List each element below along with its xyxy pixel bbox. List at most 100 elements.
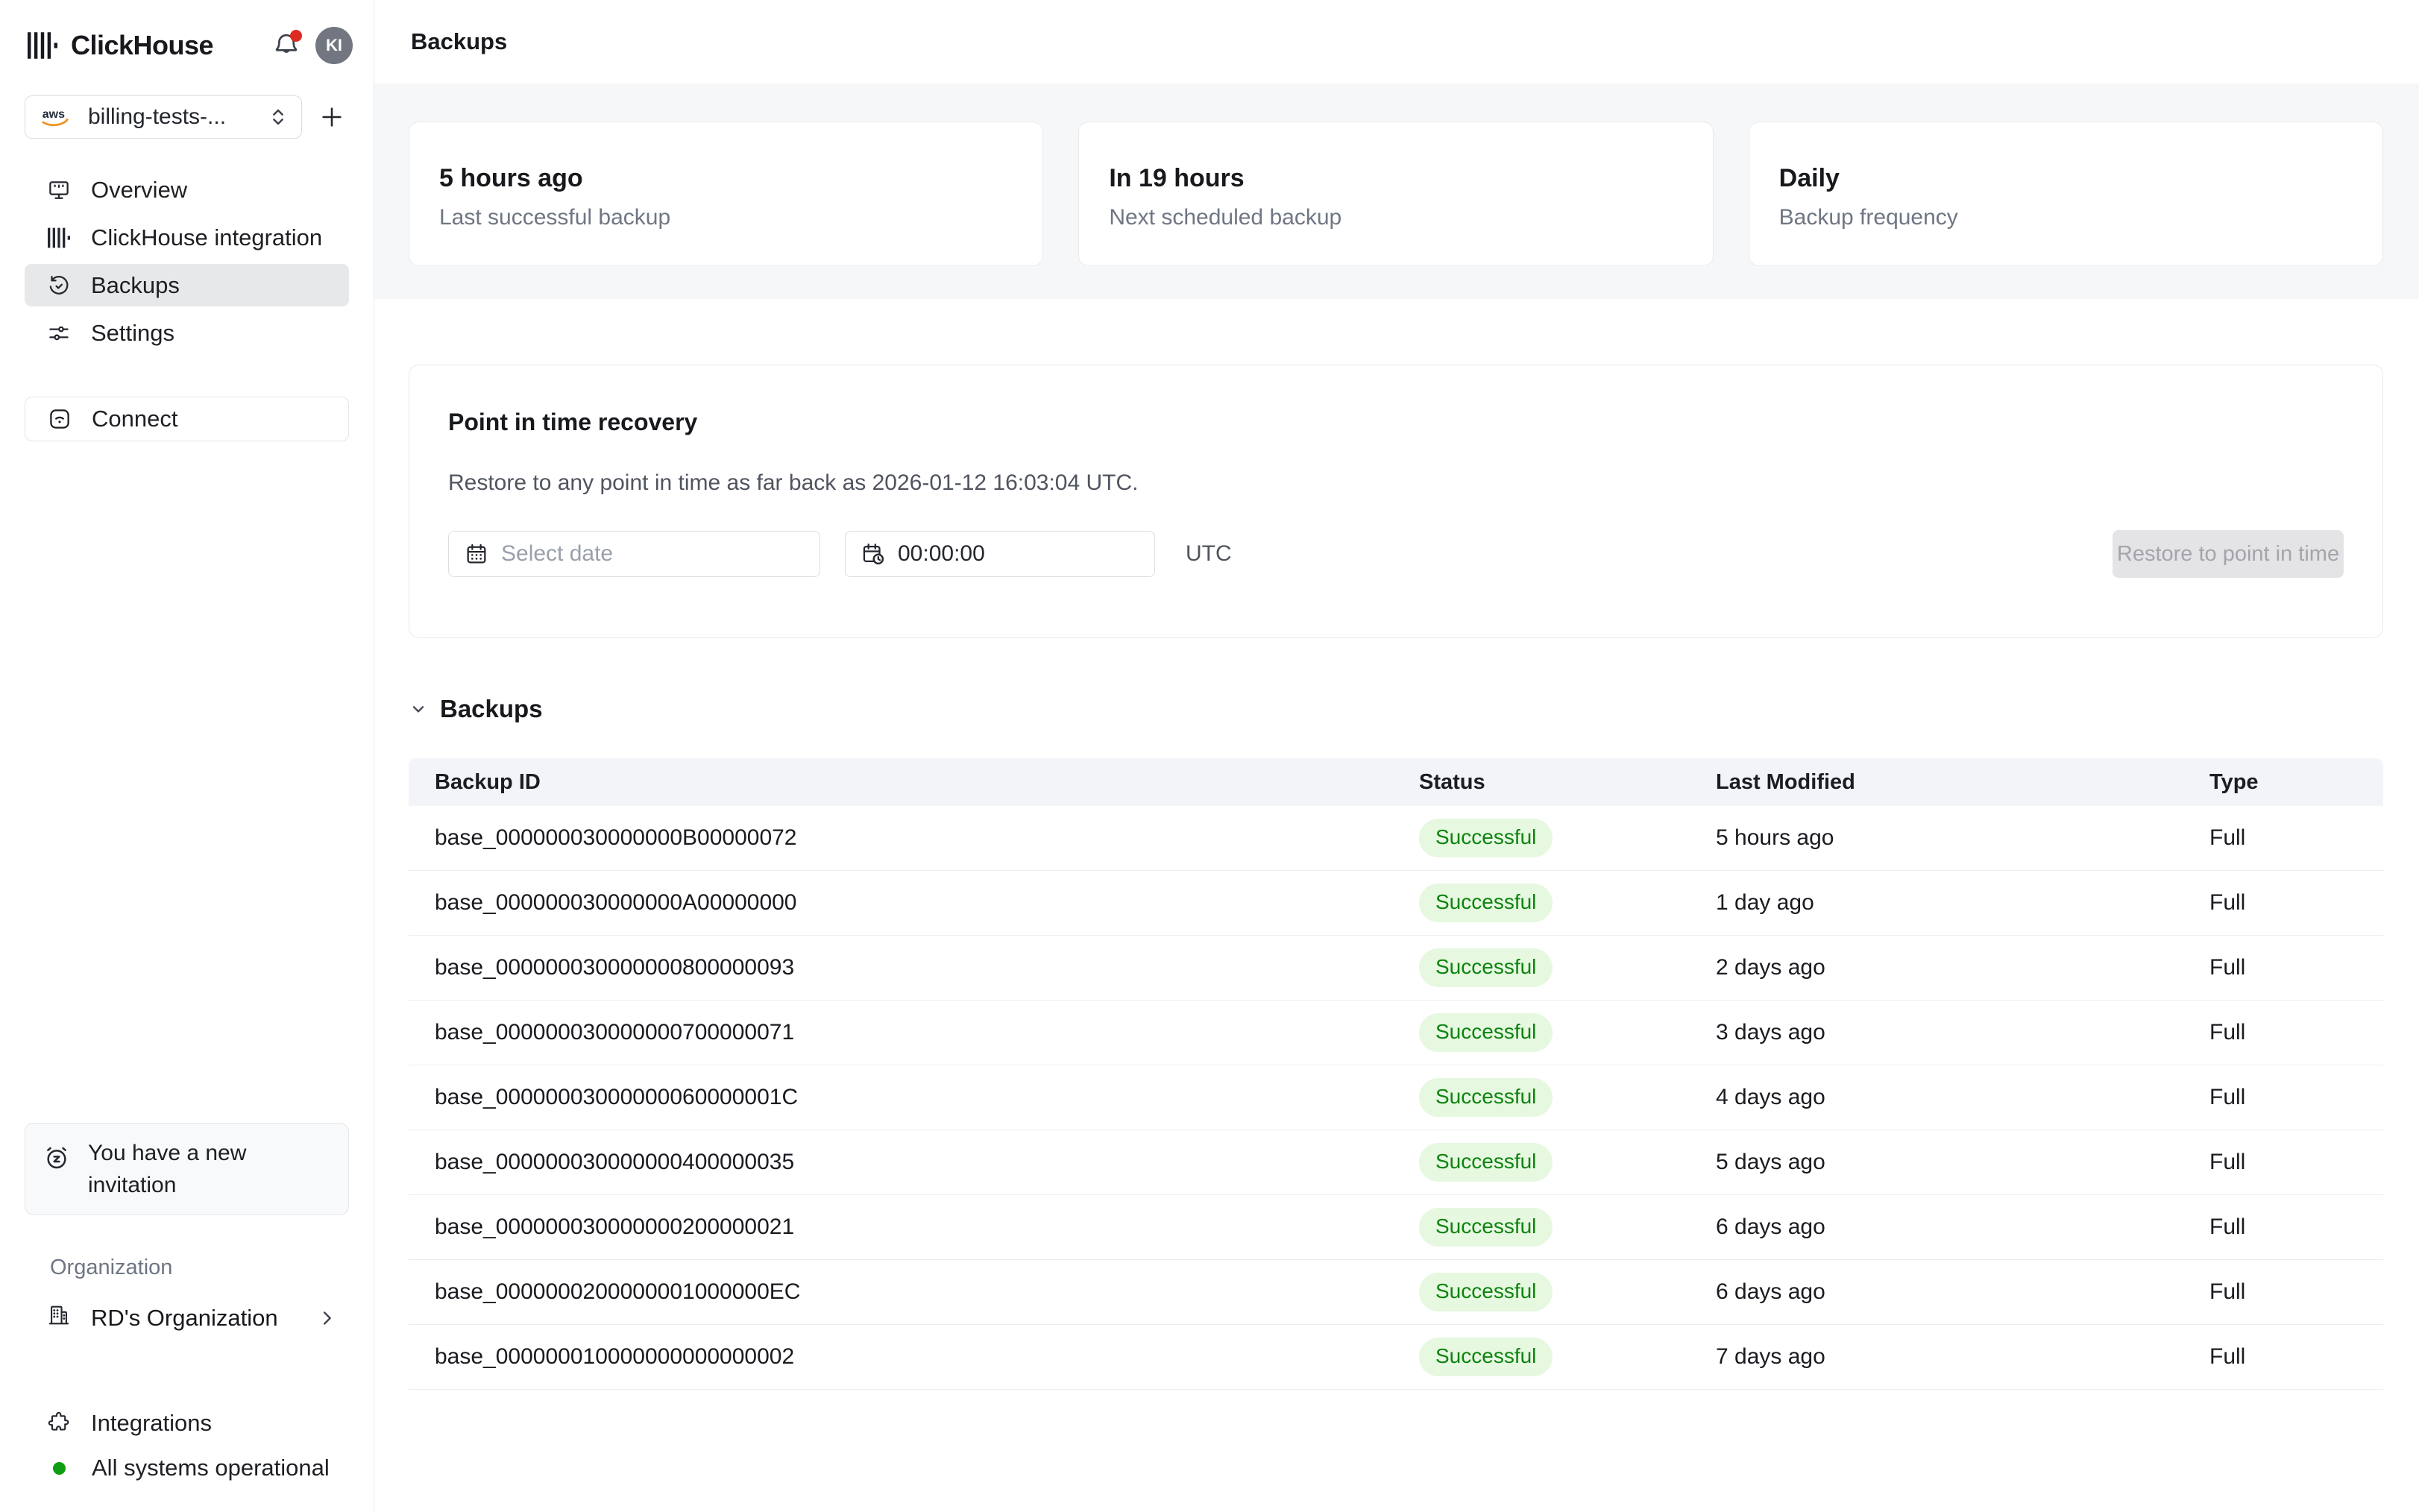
table-row[interactable]: base_000000030000000A00000000 Successful…	[409, 871, 2383, 936]
backup-id-cell: base_00000003000000060000001C	[435, 1085, 799, 1109]
status-badge: Successful	[1419, 948, 1553, 987]
add-service-button[interactable]	[312, 98, 351, 136]
table-row[interactable]: base_000000030000000700000071 Successful…	[409, 1001, 2383, 1065]
svg-text:aws: aws	[43, 108, 65, 121]
backups-table: Backup ID Status Last Modified Type base…	[409, 758, 2383, 1390]
status-badge: Successful	[1419, 1013, 1553, 1052]
column-header-type: Type	[2209, 769, 2259, 794]
backup-id-cell: base_000000030000000A00000000	[435, 890, 797, 915]
backup-id-cell: base_000000030000000B00000072	[435, 825, 797, 850]
sidebar-item-settings[interactable]: Settings	[25, 312, 349, 354]
backups-section-title: Backups	[440, 695, 543, 722]
sidebar-item-label: Overview	[91, 176, 188, 203]
calendar-clock-icon	[863, 544, 884, 565]
card-subtitle: Backup frequency	[1778, 205, 1958, 230]
pitr-title: Point in time recovery	[448, 409, 698, 435]
type-cell: Full	[2209, 1150, 2246, 1174]
date-input[interactable]	[501, 541, 805, 567]
pitr-description: Restore to any point in time as far back…	[448, 470, 1139, 495]
brand-row: ClickHouse KI	[0, 0, 374, 64]
sidebar-item-label: ClickHouse integration	[91, 224, 323, 251]
status-badge: Successful	[1419, 1208, 1553, 1247]
sidebar-item-clickhouse-integration[interactable]: ClickHouse integration	[25, 216, 349, 259]
brand-name: ClickHouse	[71, 30, 214, 60]
invitation-text: You have a new invitation	[88, 1141, 247, 1197]
sidebar-item-label: Settings	[91, 319, 175, 346]
table-row[interactable]: base_0000000200000001000000EC Successful…	[409, 1260, 2383, 1325]
column-header-last-modified: Last Modified	[1716, 769, 1855, 794]
card-subtitle: Last successful backup	[439, 205, 671, 230]
status-badge: Successful	[1419, 1143, 1553, 1182]
connect-icon	[50, 409, 69, 429]
column-header-backup-id: Backup ID	[435, 769, 541, 794]
avatar[interactable]: KI	[315, 27, 353, 64]
sidebar-item-backups[interactable]: Backups	[25, 264, 349, 306]
table-row[interactable]: base_000000010000000000000002 Successful…	[409, 1325, 2383, 1390]
notifications-button[interactable]	[269, 28, 303, 63]
last-modified-cell: 7 days ago	[1716, 1344, 1825, 1369]
connect-button[interactable]: Connect	[25, 397, 349, 441]
service-selector[interactable]: aws billing-tests-...	[25, 95, 302, 139]
type-cell: Full	[2209, 825, 2246, 850]
organization-switcher[interactable]: RD's Organization	[25, 1297, 349, 1339]
table-header-row: Backup ID Status Last Modified Type	[409, 758, 2383, 806]
main-content: Backups 5 hours ago Last successful back…	[374, 0, 2419, 1512]
type-cell: Full	[2209, 1215, 2246, 1239]
status-badge: Successful	[1419, 1078, 1553, 1117]
plus-icon	[322, 107, 342, 127]
sidebar-nav: Overview ClickHouse integration Backups …	[25, 168, 349, 359]
card-subtitle: Next scheduled backup	[1109, 205, 1342, 230]
last-modified-cell: 1 day ago	[1716, 890, 1814, 915]
chevron-down-icon[interactable]	[409, 699, 428, 719]
aws-logo-icon: aws	[42, 108, 69, 127]
building-icon	[46, 1302, 72, 1334]
organization-name: RD's Organization	[91, 1304, 278, 1331]
card-title: In 19 hours	[1109, 164, 1245, 192]
card-last-successful-backup: 5 hours ago Last successful backup	[409, 122, 1044, 266]
backup-id-cell: base_000000030000000400000035	[435, 1150, 795, 1174]
type-cell: Full	[2209, 1020, 2246, 1045]
column-header-status: Status	[1419, 769, 1485, 794]
table-row[interactable]: base_000000030000000B00000072 Successful…	[409, 806, 2383, 871]
status-badge: Successful	[1419, 819, 1553, 857]
clickhouse-bars-icon	[46, 225, 72, 251]
chevron-right-icon	[323, 1311, 331, 1325]
clickhouse-logo-icon	[28, 32, 57, 59]
last-modified-cell: 6 days ago	[1716, 1279, 1825, 1304]
table-row[interactable]: base_000000030000000800000093 Successful…	[409, 936, 2383, 1001]
last-modified-cell: 5 hours ago	[1716, 825, 1834, 850]
status-badge: Successful	[1419, 1338, 1553, 1376]
type-cell: Full	[2209, 1279, 2246, 1304]
calendar-icon	[467, 544, 486, 564]
invitation-banner[interactable]: You have a new invitation	[25, 1123, 349, 1215]
type-cell: Full	[2209, 1344, 2246, 1369]
table-row[interactable]: base_000000030000000200000021 Successful…	[409, 1195, 2383, 1260]
overview-icon	[46, 177, 72, 203]
service-name: billing-tests-...	[88, 104, 227, 129]
last-modified-cell: 5 days ago	[1716, 1150, 1825, 1174]
page-title: Backups	[374, 0, 2419, 84]
sidebar: ClickHouse KI aws billing-tests-...	[0, 0, 374, 1512]
table-row[interactable]: base_00000003000000060000001C Successful…	[409, 1065, 2383, 1130]
sidebar-item-overview[interactable]: Overview	[25, 168, 349, 211]
backups-section-header: Backups	[409, 695, 2383, 723]
integrations-label: Integrations	[91, 1410, 212, 1436]
system-status-link[interactable]: All systems operational	[25, 1446, 349, 1490]
time-input[interactable]	[898, 541, 1139, 567]
status-dot-icon	[53, 1461, 66, 1475]
organization-label: Organization	[50, 1256, 173, 1279]
integrations-link[interactable]: Integrations	[25, 1402, 349, 1445]
time-picker-field[interactable]	[845, 531, 1155, 577]
backup-id-cell: base_0000000200000001000000EC	[435, 1279, 801, 1304]
type-cell: Full	[2209, 890, 2246, 915]
service-selector-row: aws billing-tests-...	[25, 95, 351, 139]
restore-button[interactable]: Restore to point in time	[2113, 530, 2344, 578]
content: Point in time recovery Restore to any po…	[374, 299, 2419, 1390]
puzzle-icon	[48, 1411, 69, 1431]
summary-cards: 5 hours ago Last successful backup In 19…	[374, 84, 2419, 299]
type-cell: Full	[2209, 955, 2246, 980]
date-picker-field[interactable]	[448, 531, 820, 577]
table-row[interactable]: base_000000030000000400000035 Successful…	[409, 1130, 2383, 1195]
last-modified-cell: 2 days ago	[1716, 955, 1825, 980]
